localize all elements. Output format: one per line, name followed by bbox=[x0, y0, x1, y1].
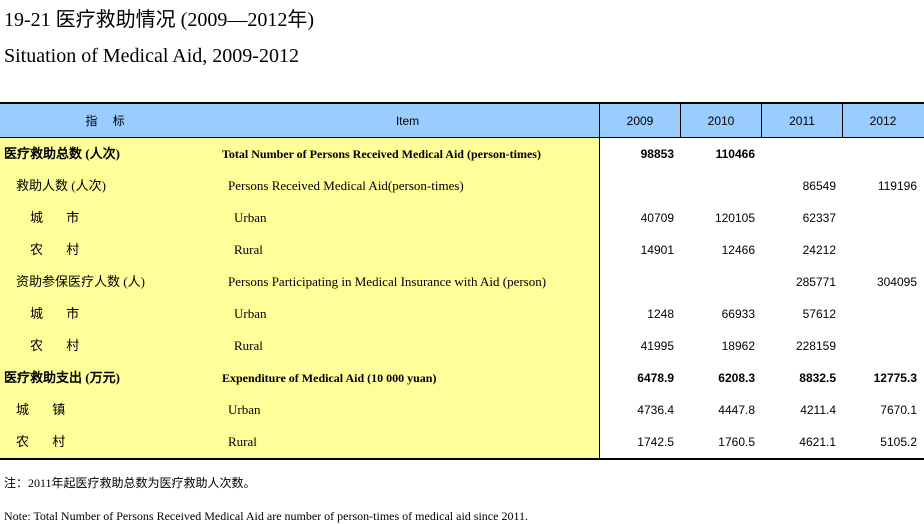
row-label-cn: 农 村 bbox=[16, 434, 76, 449]
value-2009: 1248 bbox=[647, 307, 674, 321]
table-body: 医疗救助总数 (人次) Total Number of Persons Rece… bbox=[0, 138, 924, 458]
row-label-en: Persons Received Medical Aid(person-time… bbox=[228, 178, 464, 193]
value-2009: 6478.9 bbox=[637, 371, 674, 385]
row-label-cn: 城 市 bbox=[30, 210, 90, 225]
value-2011: 8832.5 bbox=[799, 371, 836, 385]
table-bottom-rule bbox=[0, 458, 924, 460]
label-column-divider bbox=[599, 138, 600, 458]
row-label-cn: 农 村 bbox=[30, 338, 90, 353]
table-row-expenditure: 医疗救助支出 (万元) Expenditure of Medical Aid (… bbox=[0, 362, 924, 394]
footnote-english: Note: Total Number of Persons Received M… bbox=[4, 509, 529, 523]
value-2011: 4621.1 bbox=[799, 435, 836, 449]
value-2012: 5105.2 bbox=[880, 435, 917, 449]
row-label-en: Rural bbox=[234, 242, 263, 257]
table-row-insurance-urban: 城 市 Urban 1248 66933 57612 bbox=[0, 298, 924, 330]
header-year-2012: 2012 bbox=[869, 114, 897, 128]
row-label-en: Urban bbox=[234, 210, 267, 225]
value-2011 bbox=[762, 138, 840, 170]
row-label-cn: 城 市 bbox=[30, 306, 90, 321]
table-row-expenditure-rural: 农 村 Rural 1742.5 1760.5 4621.1 5105.2 bbox=[0, 426, 924, 458]
value-2010: 4447.8 bbox=[718, 403, 755, 417]
table-header-row: 指 标 Item 2009 2010 2011 2012 bbox=[0, 102, 924, 138]
row-label-en: Urban bbox=[234, 306, 267, 321]
value-2012 bbox=[843, 202, 921, 234]
value-2009 bbox=[600, 266, 678, 298]
value-2012 bbox=[843, 298, 921, 330]
value-2012: 12775.3 bbox=[873, 371, 917, 385]
value-2009 bbox=[600, 170, 678, 202]
row-label-cn: 医疗救助总数 (人次) bbox=[4, 146, 120, 161]
value-2011: 24212 bbox=[802, 243, 836, 257]
row-label-en: Expenditure of Medical Aid (10 000 yuan) bbox=[222, 371, 437, 385]
header-divider bbox=[680, 104, 681, 138]
footnote-chinese: 注：2011年起医疗救助总数为医疗救助人次数。 bbox=[4, 476, 256, 490]
medical-aid-table: 指 标 Item 2009 2010 2011 2012 医疗救助总数 (人次)… bbox=[0, 102, 924, 460]
value-2009: 41995 bbox=[640, 339, 674, 353]
row-label-en: Rural bbox=[234, 338, 263, 353]
row-label-en: Total Number of Persons Received Medical… bbox=[222, 147, 541, 161]
header-divider bbox=[761, 104, 762, 138]
header-divider bbox=[599, 104, 600, 138]
value-2009: 98853 bbox=[640, 147, 674, 161]
value-2009: 4736.4 bbox=[637, 403, 674, 417]
header-item: Item bbox=[395, 114, 420, 128]
row-label-cn: 资助参保医疗人数 (人) bbox=[16, 274, 145, 289]
row-label-en: Rural bbox=[228, 434, 257, 449]
table-row-persons-received: 救助人数 (人次) Persons Received Medical Aid(p… bbox=[0, 170, 924, 202]
table-row-received-rural: 农 村 Rural 14901 12466 24212 bbox=[0, 234, 924, 266]
page-title-chinese: 19-21 医疗救助情况 (2009—2012年) bbox=[4, 9, 314, 31]
header-indicator: 指 标 bbox=[85, 114, 131, 128]
value-2012: 304095 bbox=[876, 275, 917, 289]
row-label-en: Persons Participating in Medical Insuran… bbox=[228, 274, 547, 289]
value-2010: 1760.5 bbox=[718, 435, 755, 449]
value-2010: 120105 bbox=[714, 211, 755, 225]
table-row-total-persons: 医疗救助总数 (人次) Total Number of Persons Rece… bbox=[0, 138, 924, 170]
value-2011: 57612 bbox=[802, 307, 836, 321]
page-title-english: Situation of Medical Aid, 2009-2012 bbox=[4, 45, 299, 67]
value-2011: 86549 bbox=[802, 179, 836, 193]
row-label-en: Urban bbox=[228, 402, 261, 417]
label-column-background bbox=[0, 138, 599, 458]
value-2011: 228159 bbox=[795, 339, 836, 353]
value-2011: 4211.4 bbox=[800, 403, 836, 417]
value-2009: 40709 bbox=[640, 211, 674, 225]
value-2012: 119196 bbox=[877, 179, 917, 193]
header-year-2011: 2011 bbox=[789, 114, 815, 128]
value-2010: 110466 bbox=[715, 147, 755, 161]
header-divider bbox=[842, 104, 843, 138]
row-label-cn: 农 村 bbox=[30, 242, 90, 257]
value-2011: 62337 bbox=[802, 211, 836, 225]
value-2010 bbox=[681, 266, 759, 298]
value-2009: 14901 bbox=[640, 243, 674, 257]
value-2012: 7670.1 bbox=[880, 403, 917, 417]
table-row-expenditure-urban: 城 镇 Urban 4736.4 4447.8 4211.4 7670.1 bbox=[0, 394, 924, 426]
header-year-2009: 2009 bbox=[626, 114, 654, 128]
row-label-cn: 救助人数 (人次) bbox=[16, 178, 106, 193]
value-2012 bbox=[843, 234, 921, 266]
value-2011: 285771 bbox=[795, 275, 836, 289]
header-year-2010: 2010 bbox=[707, 114, 735, 128]
table-row-insurance-aid: 资助参保医疗人数 (人) Persons Participating in Me… bbox=[0, 266, 924, 298]
row-label-cn: 城 镇 bbox=[16, 402, 76, 417]
value-2010: 6208.3 bbox=[718, 371, 755, 385]
value-2010: 18962 bbox=[721, 339, 755, 353]
value-2010: 12466 bbox=[721, 243, 755, 257]
value-2010: 66933 bbox=[721, 307, 755, 321]
value-2009: 1742.5 bbox=[637, 435, 674, 449]
table-row-received-urban: 城 市 Urban 40709 120105 62337 bbox=[0, 202, 924, 234]
row-label-cn: 医疗救助支出 (万元) bbox=[4, 370, 120, 385]
value-2010 bbox=[681, 170, 759, 202]
table-row-insurance-rural: 农 村 Rural 41995 18962 228159 bbox=[0, 330, 924, 362]
value-2012 bbox=[843, 138, 921, 170]
value-2012 bbox=[843, 330, 921, 362]
